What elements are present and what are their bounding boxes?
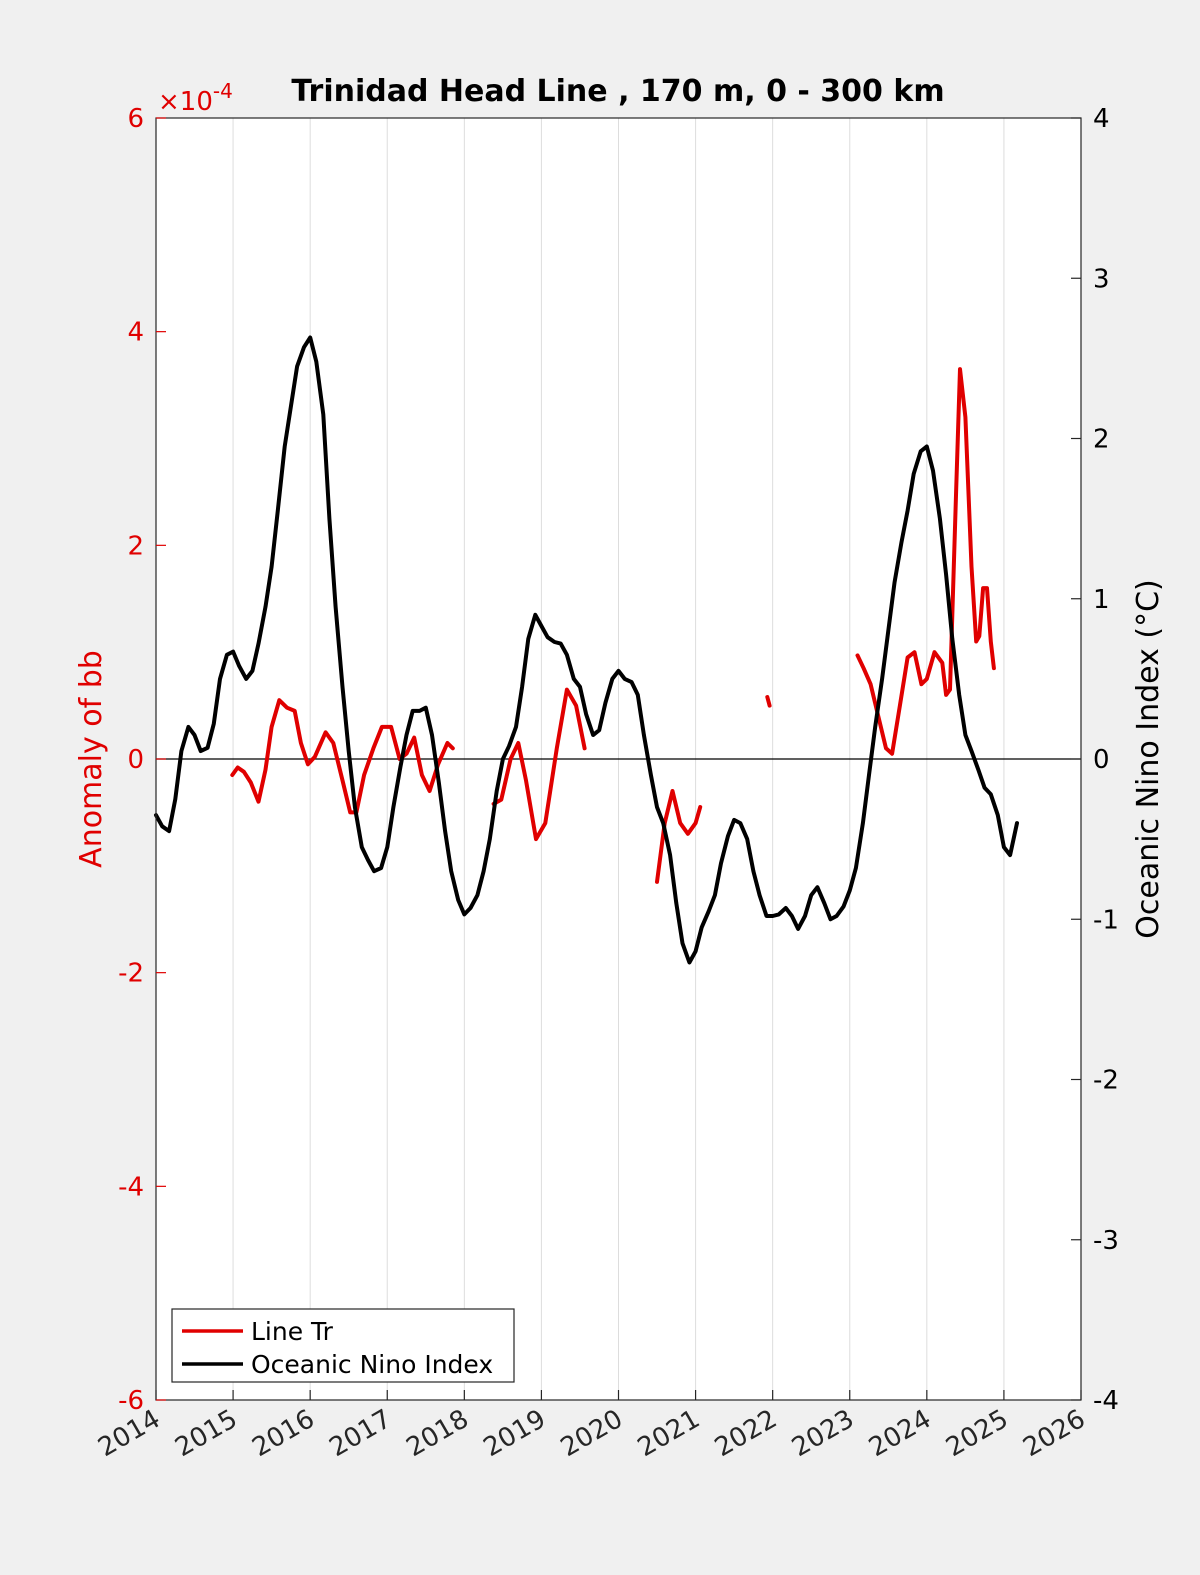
y-left-exponent-label: ×10 (158, 87, 213, 117)
series-line-tr-segment-1 (491, 687, 587, 842)
y-axis-right-label: Oceanic Nino Index (°C) (1131, 579, 1166, 939)
y-right-tick-label-1: 1 (1093, 585, 1110, 615)
y-right-tick-label--1: -1 (1093, 905, 1119, 935)
series-line-tr-segment-3 (765, 695, 772, 708)
series-layer (154, 335, 1019, 965)
y-left-tick-label--6: -6 (118, 1386, 144, 1416)
legend-label-oni: Oceanic Nino Index (251, 1350, 493, 1379)
y-left-tick-label-0: 0 (127, 745, 144, 775)
y-axis-right: 4 3 2 1 0 -1 -2 -3 -4 (1071, 104, 1119, 1416)
legend-label-line-tr: Line Tr (251, 1317, 334, 1346)
y-right-tick-label--2: -2 (1093, 1066, 1119, 1096)
y-left-tick-label--2: -2 (118, 959, 144, 989)
series-line-tr-segment-4 (855, 367, 996, 756)
series-line-tr-segment-0 (230, 698, 455, 815)
y-right-tick-label-0: 0 (1093, 745, 1110, 775)
y-right-tick-label--3: -3 (1093, 1226, 1119, 1256)
legend-box (171, 1308, 515, 1383)
y-left-exponent: ×10-4 (158, 79, 233, 117)
legend: Line Tr Oceanic Nino Index (171, 1308, 515, 1383)
y-left-exponent-power: -4 (213, 79, 233, 103)
y-right-tick-label-3: 3 (1093, 264, 1110, 294)
y-axis-left-label: Anomaly of bb (74, 650, 109, 868)
y-left-tick-label-6: 6 (127, 104, 144, 134)
series-oceanic-nino-index-segment-0 (154, 335, 1019, 965)
chart-title: Trinidad Head Line , 170 m, 0 - 300 km (291, 74, 944, 109)
y-axis-left: 6 4 2 0 -2 -4 -6 (118, 104, 166, 1416)
y-right-tick-label-4: 4 (1093, 104, 1110, 134)
y-left-tick-label--4: -4 (118, 1172, 144, 1202)
y-left-tick-label-2: 2 (127, 531, 144, 561)
y-right-tick-label-2: 2 (1093, 425, 1110, 455)
y-left-tick-label-4: 4 (127, 318, 144, 348)
y-right-tick-label--4: -4 (1093, 1386, 1119, 1416)
